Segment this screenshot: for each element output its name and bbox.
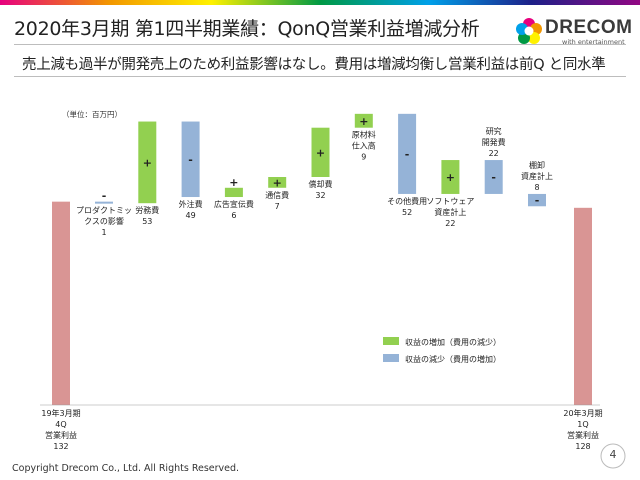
- step-label: 通信費: [265, 190, 289, 200]
- step-label: 22: [445, 219, 455, 228]
- end-total-label: 営業利益: [567, 430, 599, 440]
- page-subtitle: 売上減も過半が開発売上のため利益影響はなし。費用は増減均衡し営業利益は前Q と同…: [22, 57, 606, 73]
- legend-swatch: [383, 337, 399, 345]
- end-total-label: 128: [575, 442, 590, 451]
- step-label: クスの影響: [84, 216, 124, 226]
- title-divider: [14, 44, 626, 45]
- end-total-bar: [574, 207, 592, 405]
- step-bar: [95, 201, 113, 204]
- start-total-label: 19年3月期: [41, 408, 80, 418]
- step-label: 開発費: [482, 137, 506, 147]
- step-bar: [311, 127, 330, 177]
- step-sign: +: [229, 176, 238, 189]
- step-bar: [484, 160, 503, 194]
- page-title: 2020年3月期 第1四半期業績：QonQ営業利益増減分析: [14, 18, 480, 40]
- start-total-label: 4Q: [55, 420, 66, 429]
- step-sign: -: [491, 171, 496, 184]
- end-total-label: 1Q: [577, 420, 588, 429]
- start-total-label: 営業利益: [45, 430, 77, 440]
- step-label: 資産計上: [521, 171, 553, 181]
- step-label: 償却費: [309, 179, 333, 189]
- start-total-label: 132: [53, 442, 68, 451]
- step-sign: -: [405, 148, 410, 161]
- step-bar: [398, 113, 417, 194]
- logo-wordmark: DRECOM: [545, 17, 633, 38]
- page-number-circle: [600, 443, 626, 469]
- legend-label: 収益の増加（費用の減少）: [405, 337, 501, 347]
- page-number: 4: [609, 448, 617, 461]
- step-label: 棚卸: [529, 160, 545, 170]
- step-bar: [268, 177, 287, 188]
- step-label: プロダクトミッ: [76, 205, 132, 215]
- step-label: その他費用: [387, 196, 427, 206]
- step-bar: [441, 160, 460, 194]
- step-label: 32: [315, 191, 325, 200]
- drecom-logo: DRECOM with entertainment: [515, 17, 632, 47]
- step-label: ソフトウェア: [426, 197, 474, 206]
- step-bar: [224, 187, 243, 198]
- legend-label: 収益の減少（費用の増加）: [405, 354, 501, 364]
- step-label: 研究: [486, 126, 502, 136]
- step-sign: +: [143, 156, 152, 169]
- unit-label: （単位：百万円）: [62, 109, 122, 119]
- step-sign: -: [188, 153, 193, 166]
- step-label: 53: [142, 217, 152, 226]
- page-number-badge: 4: [600, 443, 626, 469]
- rainbow-top-bar: [0, 0, 640, 5]
- subtitle-divider: [14, 76, 626, 77]
- step-sign: +: [359, 115, 368, 128]
- copyright-footer: Copyright Drecom Co., Ltd. All Rights Re…: [12, 463, 240, 474]
- step-label: 52: [402, 208, 412, 217]
- step-sign: -: [102, 190, 107, 203]
- step-bar: [181, 121, 200, 198]
- step-label: 49: [186, 211, 196, 220]
- step-bar: [138, 121, 157, 204]
- step-sign: +: [446, 171, 455, 184]
- step-label: 1: [101, 228, 106, 237]
- step-label: 7: [275, 202, 280, 211]
- start-total-bar: [52, 201, 70, 405]
- step-label: 仕入高: [352, 141, 376, 151]
- legend-swatch: [383, 354, 399, 362]
- flower-logo-icon: [516, 18, 542, 44]
- step-sign: +: [316, 146, 325, 159]
- step-label: 9: [361, 153, 366, 162]
- step-label: 22: [489, 149, 499, 158]
- step-label: 8: [534, 183, 539, 192]
- step-label: 資産計上: [434, 207, 466, 217]
- step-bar: [354, 113, 373, 128]
- step-bar: [528, 193, 546, 207]
- step-label: 広告宣伝費: [214, 199, 254, 209]
- step-sign: -: [535, 194, 540, 207]
- step-label: 6: [231, 211, 236, 220]
- logo-tagline: with entertainment: [562, 38, 625, 46]
- step-sign: +: [273, 176, 282, 189]
- step-label: 原材料: [352, 130, 376, 140]
- step-label: 外注費: [179, 199, 203, 209]
- step-label: 労務費: [135, 205, 159, 215]
- end-total-label: 20年3月期: [563, 408, 602, 418]
